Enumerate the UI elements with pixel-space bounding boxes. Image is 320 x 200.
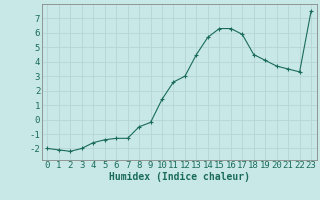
X-axis label: Humidex (Indice chaleur): Humidex (Indice chaleur) xyxy=(109,172,250,182)
